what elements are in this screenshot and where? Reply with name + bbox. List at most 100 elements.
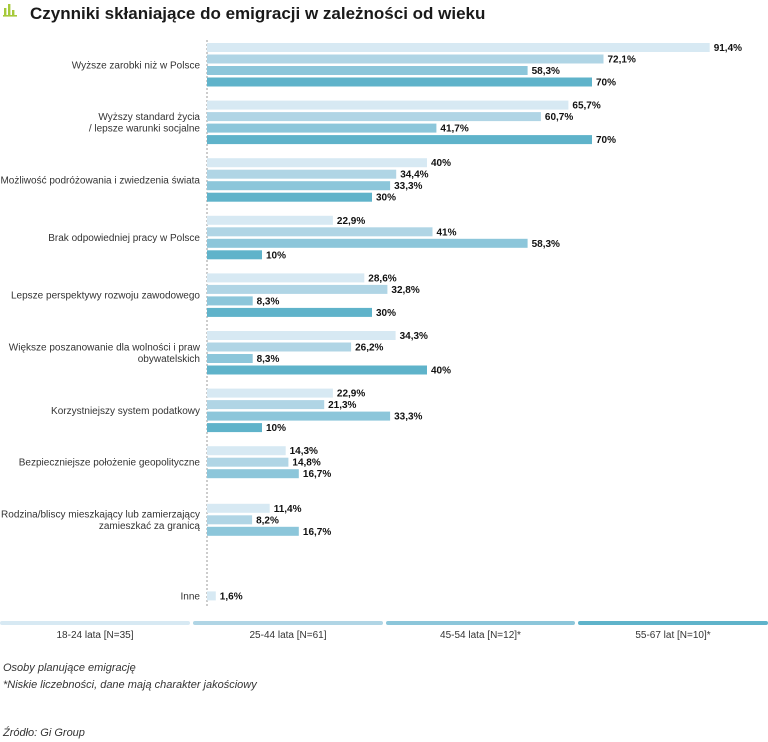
bar-chart-icon: [3, 4, 17, 17]
bar: [207, 77, 592, 87]
bar: [207, 342, 352, 352]
data-label: 60,7%: [545, 112, 573, 123]
data-label: 10%: [266, 423, 286, 434]
bar: [207, 331, 396, 340]
bar: [207, 227, 433, 237]
source-note: Źródło: Gi Group: [3, 727, 85, 739]
bar: [207, 591, 216, 601]
category-label: Możliwość podróżowania i zwiedzenia świa…: [0, 175, 200, 186]
legend-item-25-44: 25-44 lata [N=61]: [193, 621, 383, 651]
data-label: 22,9%: [337, 389, 365, 400]
data-label: 40%: [431, 158, 451, 169]
bar: [207, 457, 289, 467]
bar: [207, 215, 333, 225]
data-label: 70%: [596, 135, 616, 146]
category-label: Lepsze perspektywy rozwoju zawodowego: [11, 291, 200, 302]
footnote: *Niskie liczebności, dane mają charakter…: [3, 679, 257, 691]
legend-item-18-24: 18-24 lata [N=35]: [0, 621, 190, 651]
data-label: 26,2%: [355, 343, 383, 354]
data-label: 58,3%: [532, 66, 560, 77]
data-label: 72,1%: [608, 55, 636, 66]
data-label: 21,3%: [328, 400, 356, 411]
category-label: Inne: [181, 591, 201, 602]
bar: [207, 100, 569, 110]
category-label: Korzystniejszy system podatkowy: [51, 406, 200, 417]
bar: [207, 423, 262, 433]
legend-label: 18-24 lata [N=35]: [56, 630, 134, 641]
data-label: 11,4%: [274, 504, 302, 515]
legend-swatch: [578, 621, 768, 625]
data-label: 40%: [431, 366, 451, 377]
data-label: 30%: [376, 308, 396, 319]
data-label: 28,6%: [368, 273, 396, 284]
bar: [207, 503, 270, 513]
legend-item-45-54: 45-54 lata [N=12]*: [386, 621, 575, 651]
data-label: 41%: [437, 227, 457, 238]
category-label: / lepsze warunki socjalne: [89, 124, 201, 135]
legend-label: 55-67 lat [N=10]*: [635, 630, 711, 641]
bar: [207, 307, 372, 317]
data-label: 41,7%: [440, 124, 468, 135]
legend-swatch: [386, 621, 575, 625]
bar: [207, 66, 528, 75]
category-label: Wyższe zarobki niż w Polsce: [72, 60, 201, 71]
category-label: zamieszkać za granicą: [99, 521, 201, 532]
bar: [207, 515, 253, 525]
data-label: 1,6%: [220, 591, 243, 602]
data-label: 33,3%: [394, 181, 422, 192]
legend-swatch: [193, 621, 383, 625]
category-label: Rodzina/bliscy mieszkający lub zamierzaj…: [1, 510, 200, 521]
legend-swatch: [0, 621, 190, 625]
data-label: 8,3%: [257, 354, 280, 365]
bar: [207, 469, 299, 479]
legend-label: 45-54 lata [N=12]*: [440, 630, 521, 641]
data-label: 70%: [596, 78, 616, 89]
data-label: 34,4%: [400, 170, 428, 181]
data-label: 32,8%: [391, 285, 419, 296]
category-label: Brak odpowiedniej pracy w Polsce: [48, 233, 200, 244]
data-label: 16,7%: [303, 527, 331, 538]
bar: [207, 446, 286, 456]
bar: [207, 135, 592, 145]
data-label: 10%: [266, 250, 286, 261]
data-label: 8,3%: [257, 296, 280, 307]
bar: [207, 411, 391, 421]
bar: [207, 388, 333, 398]
bar: [207, 158, 427, 168]
bar: [207, 354, 253, 363]
data-label: 16,7%: [303, 469, 331, 480]
data-label: 8,2%: [256, 515, 279, 526]
bar: [207, 181, 391, 191]
bar: [207, 296, 253, 306]
bar: [207, 54, 604, 64]
data-label: 22,9%: [337, 216, 365, 227]
data-label: 91,4%: [714, 43, 742, 54]
category-label: Wyższy standard życia: [98, 112, 200, 123]
category-label: Bezpieczniejsze położenie geopolityczne: [19, 458, 201, 469]
data-label: 65,7%: [572, 101, 600, 112]
bar-chart: Wyższe zarobki niż w Polsce 91,4% 72,1% 58,…: [0, 40, 742, 607]
bar: [207, 273, 365, 283]
data-label: 14,3%: [290, 446, 318, 457]
bar: [207, 526, 299, 536]
chart-title: Czynniki skłaniające do emigracji w zale…: [30, 4, 486, 23]
bar: [207, 250, 262, 260]
legend-label: 25-44 lata [N=61]: [249, 630, 327, 641]
bar: [207, 284, 388, 294]
bar: [207, 43, 710, 52]
legend: 18-24 lata [N=35] 25-44 lata [N=61] 45-5…: [0, 621, 768, 651]
category-label: Większe poszanowanie dla wolności i praw: [9, 343, 201, 354]
data-label: 58,3%: [532, 239, 560, 250]
bar: [207, 112, 541, 122]
bar: [207, 365, 427, 375]
bar: [207, 400, 325, 410]
bar: [207, 169, 397, 179]
data-label: 33,3%: [394, 412, 422, 423]
data-label: 34,3%: [400, 331, 428, 342]
population-note: Osoby planujące emigrację: [3, 662, 136, 674]
data-label: 14,8%: [292, 458, 320, 469]
legend-item-55-67: 55-67 lat [N=10]*: [578, 621, 768, 651]
bar: [207, 238, 528, 248]
data-label: 30%: [376, 193, 396, 204]
bar: [207, 123, 437, 133]
